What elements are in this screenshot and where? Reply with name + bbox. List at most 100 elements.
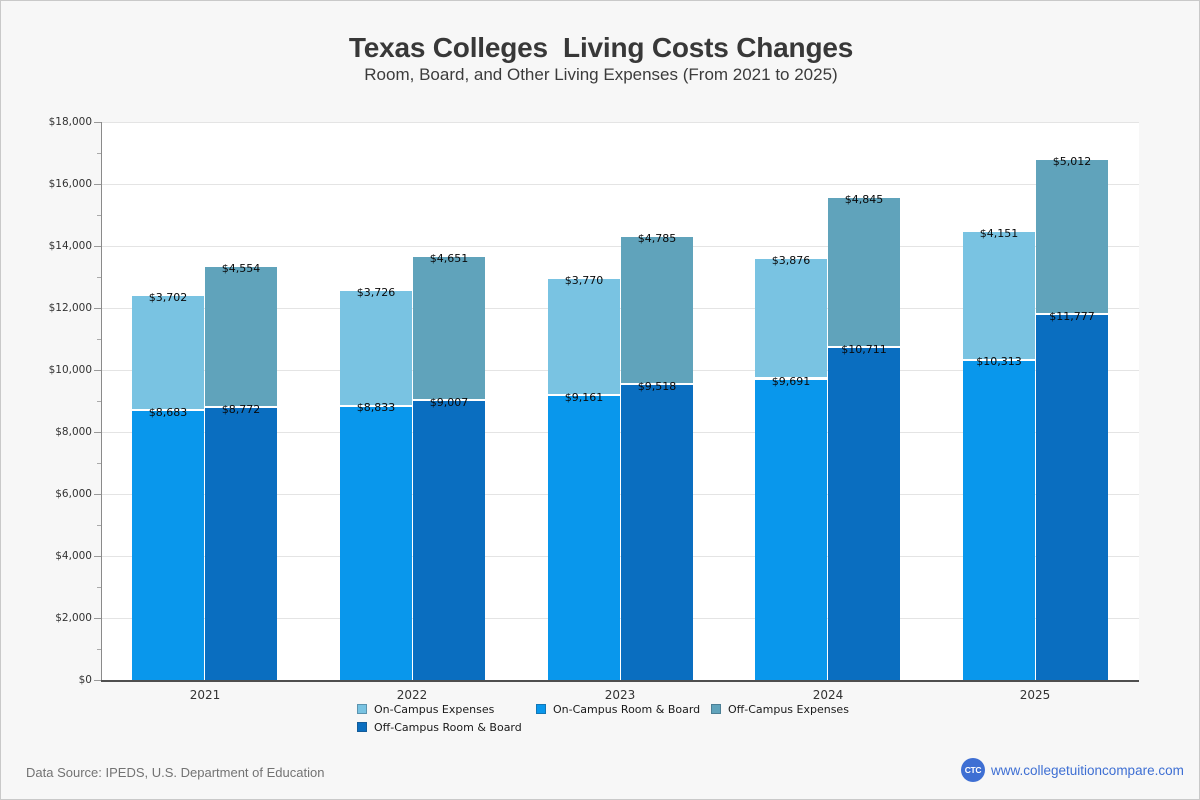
bar-value-label: $9,007 — [429, 396, 469, 409]
y-axis-major-tick — [94, 494, 101, 495]
x-axis-category-label: 2021 — [189, 688, 221, 702]
bar-value-label: $4,554 — [221, 262, 261, 275]
gridline — [102, 122, 1139, 123]
y-axis-minor-tick — [97, 587, 101, 588]
bar-segment-on-campus-expenses-2025[interactable] — [963, 232, 1035, 361]
y-axis-major-tick — [94, 618, 101, 619]
gridline — [102, 556, 1139, 557]
legend-label: On-Campus Expenses — [374, 702, 495, 716]
gridline — [102, 184, 1139, 185]
x-axis-category-label: 2025 — [1019, 688, 1051, 702]
legend-swatch-icon — [536, 704, 546, 714]
legend-item-off-campus-room-board[interactable]: Off-Campus Room & Board — [357, 720, 522, 734]
ctc-logo-icon: CTC — [961, 758, 985, 782]
y-axis-line — [101, 122, 102, 680]
bar-segment-on-campus-room-board-2021[interactable] — [132, 411, 204, 680]
bar-value-label: $9,518 — [637, 380, 677, 393]
y-axis-minor-tick — [97, 525, 101, 526]
x-axis-line — [101, 680, 1139, 682]
bar-segment-off-campus-room-board-2022[interactable] — [413, 401, 485, 680]
legend-item-on-campus-room-board[interactable]: On-Campus Room & Board — [536, 702, 700, 716]
legend-label: Off-Campus Room & Board — [374, 720, 522, 734]
y-axis-minor-tick — [97, 215, 101, 216]
bar-value-label: $9,161 — [564, 391, 604, 404]
legend-item-off-campus-expenses[interactable]: Off-Campus Expenses — [711, 702, 849, 716]
bar-value-label: $8,833 — [356, 401, 396, 414]
bar-segment-on-campus-room-board-2025[interactable] — [963, 360, 1035, 680]
y-axis-minor-tick — [97, 153, 101, 154]
y-axis-minor-tick — [97, 401, 101, 402]
bar-value-label: $3,726 — [356, 286, 396, 299]
y-axis-major-tick — [94, 122, 101, 123]
bar-segment-off-campus-room-board-2023[interactable] — [621, 385, 693, 680]
legend-swatch-icon — [357, 722, 367, 732]
legend-swatch-icon — [711, 704, 721, 714]
bar-value-label: $4,845 — [844, 193, 884, 206]
website-url: www.collegetuitioncompare.com — [991, 762, 1184, 778]
x-axis-category-label: 2024 — [812, 688, 844, 702]
bar-value-label: $4,785 — [637, 232, 677, 245]
bar-value-label: $8,772 — [221, 403, 261, 416]
y-axis-minor-tick — [97, 649, 101, 650]
bar-segment-on-campus-expenses-2022[interactable] — [340, 291, 412, 407]
bar-value-label: $10,313 — [976, 355, 1022, 368]
y-axis-minor-tick — [97, 463, 101, 464]
y-axis-major-tick — [94, 308, 101, 309]
bar-value-label: $3,876 — [771, 254, 811, 267]
y-axis-tick-label: $18,000 — [48, 116, 92, 128]
bar-value-label: $3,702 — [148, 291, 188, 304]
gridline — [102, 494, 1139, 495]
y-axis-tick-label: $12,000 — [48, 302, 92, 314]
bar-segment-off-campus-expenses-2024[interactable] — [828, 198, 900, 348]
legend-label: Off-Campus Expenses — [728, 702, 849, 716]
y-axis-major-tick — [94, 432, 101, 433]
gridline — [102, 246, 1139, 247]
bar-value-label: $11,777 — [1049, 310, 1095, 323]
bar-segment-off-campus-expenses-2023[interactable] — [621, 237, 693, 385]
chart-subtitle: Room, Board, and Other Living Expenses (… — [364, 65, 838, 84]
bar-segment-off-campus-expenses-2021[interactable] — [205, 267, 277, 408]
gridline — [102, 370, 1139, 371]
y-axis-major-tick — [94, 246, 101, 247]
x-axis-category-label: 2022 — [396, 688, 428, 702]
bar-segment-on-campus-room-board-2024[interactable] — [755, 380, 827, 680]
y-axis-major-tick — [94, 556, 101, 557]
gridline — [102, 618, 1139, 619]
y-axis-minor-tick — [97, 339, 101, 340]
y-axis-tick-label: $6,000 — [55, 488, 92, 500]
y-axis-tick-label: $2,000 — [55, 612, 92, 624]
bar-segment-on-campus-room-board-2023[interactable] — [548, 396, 620, 680]
bar-segment-off-campus-expenses-2022[interactable] — [413, 257, 485, 401]
gridline — [102, 432, 1139, 433]
bar-segment-on-campus-room-board-2022[interactable] — [340, 406, 412, 680]
bar-value-label: $4,651 — [429, 252, 469, 265]
y-axis-tick-label: $14,000 — [48, 240, 92, 252]
y-axis-major-tick — [94, 680, 101, 681]
y-axis-tick-label: $4,000 — [55, 550, 92, 562]
bar-value-label: $10,711 — [841, 343, 887, 356]
bar-value-label: $5,012 — [1052, 155, 1092, 168]
website-link[interactable]: CTC www.collegetuitioncompare.com — [961, 758, 1184, 782]
bar-value-label: $9,691 — [771, 375, 811, 388]
y-axis-major-tick — [94, 184, 101, 185]
y-axis-tick-label: $16,000 — [48, 178, 92, 190]
bar-segment-on-campus-expenses-2021[interactable] — [132, 296, 204, 411]
data-source-note: Data Source: IPEDS, U.S. Department of E… — [26, 765, 325, 780]
y-axis-tick-label: $0 — [78, 674, 92, 686]
legend-swatch-icon — [357, 704, 367, 714]
bar-segment-off-campus-expenses-2025[interactable] — [1036, 160, 1108, 315]
x-axis-category-label: 2023 — [604, 688, 636, 702]
bar-segment-off-campus-room-board-2025[interactable] — [1036, 315, 1108, 680]
bar-segment-off-campus-room-board-2021[interactable] — [205, 408, 277, 680]
y-axis-tick-label: $8,000 — [55, 426, 92, 438]
legend-label: On-Campus Room & Board — [553, 702, 701, 716]
bar-segment-on-campus-expenses-2023[interactable] — [548, 279, 620, 396]
y-axis-major-tick — [94, 370, 101, 371]
y-axis-tick-label: $10,000 — [48, 364, 92, 376]
bar-segment-off-campus-room-board-2024[interactable] — [828, 348, 900, 680]
bar-value-label: $8,683 — [148, 406, 188, 419]
bar-segment-on-campus-expenses-2024[interactable] — [755, 259, 827, 379]
legend-item-on-campus-expenses[interactable]: On-Campus Expenses — [357, 702, 494, 716]
